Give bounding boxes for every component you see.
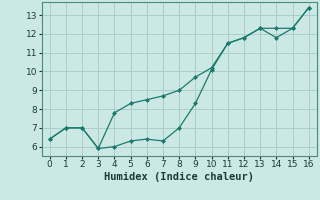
X-axis label: Humidex (Indice chaleur): Humidex (Indice chaleur) [104, 172, 254, 182]
